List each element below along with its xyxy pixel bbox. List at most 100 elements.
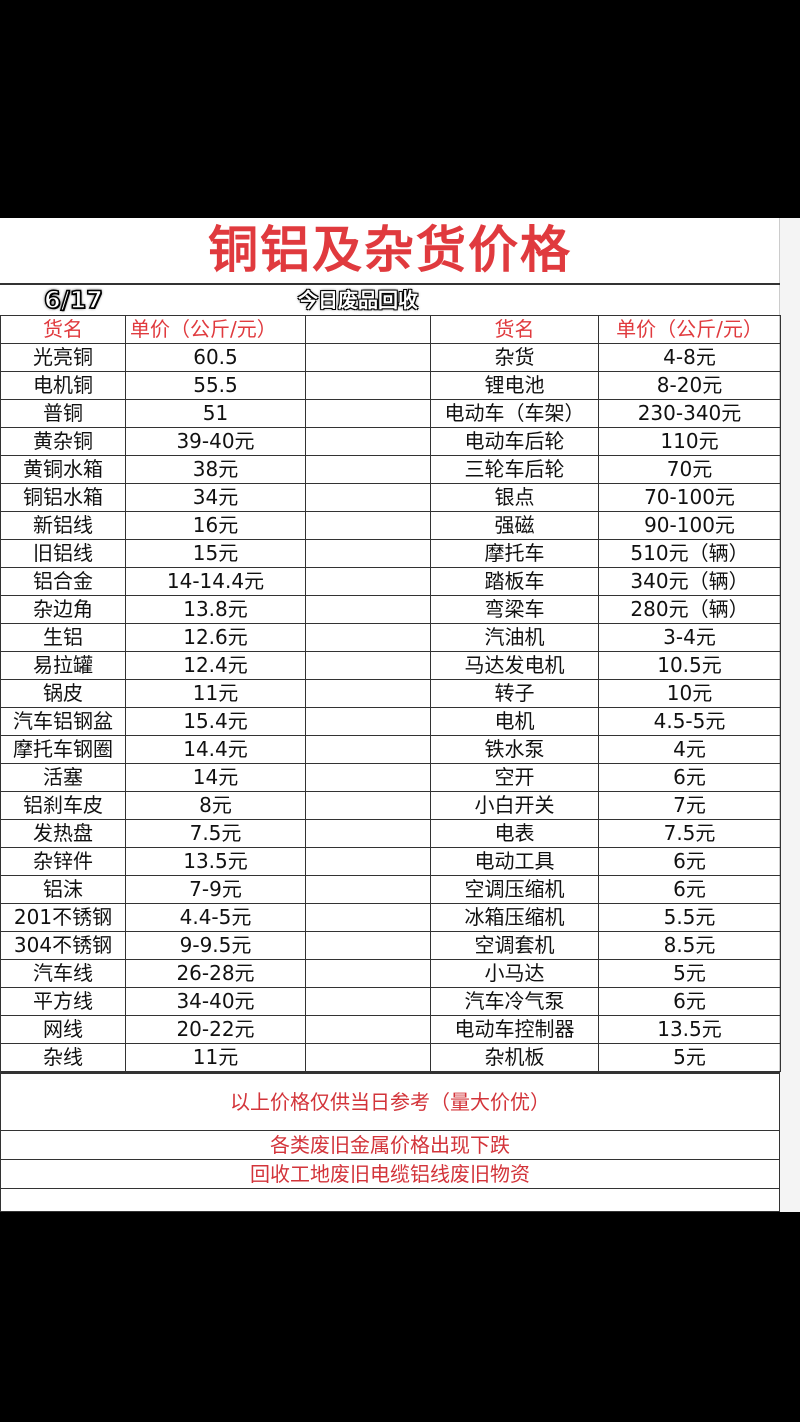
item-price-right: 5.5元	[598, 903, 781, 932]
item-name-left: 铝沫	[0, 875, 126, 904]
item-price-right: 5元	[598, 959, 781, 988]
table-row: 杂线 11元 杂机板 5元	[0, 1043, 781, 1072]
table-row: 汽车铝钢盆 15.4元 电机 4.5-5元	[0, 707, 781, 736]
empty-cell	[305, 539, 431, 568]
price-sheet: 铜铝及杂货价格 6/17 今日废品回收 货名 单价（公斤/元） 货名 单价（公斤…	[0, 218, 800, 1212]
item-name-left: 铝刹车皮	[0, 791, 126, 820]
item-name-left: 黄杂铜	[0, 427, 126, 456]
empty-cell	[305, 567, 431, 596]
item-price-right: 90-100元	[598, 511, 781, 540]
item-name-left: 平方线	[0, 987, 126, 1016]
item-name-right: 空调压缩机	[430, 875, 599, 904]
item-name-left: 活塞	[0, 763, 126, 792]
item-price-left: 8元	[125, 791, 306, 820]
empty-cell	[305, 623, 431, 652]
item-price-left: 12.6元	[125, 623, 306, 652]
item-price-left: 14.4元	[125, 735, 306, 764]
item-price-left: 11元	[125, 679, 306, 708]
item-price-right: 4元	[598, 735, 781, 764]
item-name-right: 转子	[430, 679, 599, 708]
date-label: 6/17	[43, 285, 103, 315]
item-price-left: 39-40元	[125, 427, 306, 456]
item-name-right: 三轮车后轮	[430, 455, 599, 484]
empty-cell	[305, 343, 431, 372]
footer-empty-row	[0, 1189, 780, 1212]
empty-cell	[305, 987, 431, 1016]
item-name-right: 弯梁车	[430, 595, 599, 624]
item-price-left: 15元	[125, 539, 306, 568]
table-header: 货名 单价（公斤/元） 货名 单价（公斤/元）	[0, 315, 781, 344]
item-price-left: 4.4-5元	[125, 903, 306, 932]
item-name-left: 发热盘	[0, 819, 126, 848]
empty-cell	[305, 763, 431, 792]
item-price-left: 55.5	[125, 371, 306, 400]
empty-cell	[305, 959, 431, 988]
item-price-right: 7.5元	[598, 819, 781, 848]
item-name-right: 电动车控制器	[430, 1015, 599, 1044]
table-row: 黄铜水箱 38元 三轮车后轮 70元	[0, 455, 781, 484]
table-row: 铝刹车皮 8元 小白开关 7元	[0, 791, 781, 820]
item-name-right: 电动车后轮	[430, 427, 599, 456]
table-row: 发热盘 7.5元 电表 7.5元	[0, 819, 781, 848]
item-name-left: 生铝	[0, 623, 126, 652]
price-table: 货名 单价（公斤/元） 货名 单价（公斤/元） 光亮铜 60.5 杂货 4-8元 电机铜…	[0, 315, 781, 1072]
header-right-name: 货名	[430, 315, 599, 344]
item-name-right: 锂电池	[430, 371, 599, 400]
item-name-right: 汽油机	[430, 623, 599, 652]
item-price-left: 38元	[125, 455, 306, 484]
empty-cell	[305, 455, 431, 484]
item-name-right: 冰箱压缩机	[430, 903, 599, 932]
item-price-left: 13.8元	[125, 595, 306, 624]
item-name-left: 电机铜	[0, 371, 126, 400]
item-price-right: 3-4元	[598, 623, 781, 652]
empty-cell	[305, 651, 431, 680]
empty-cell	[305, 511, 431, 540]
empty-cell	[305, 819, 431, 848]
item-price-right: 8-20元	[598, 371, 781, 400]
table-row: 平方线 34-40元 汽车冷气泵 6元	[0, 987, 781, 1016]
date-row: 6/17 今日废品回收	[0, 285, 780, 315]
table-row: 活塞 14元 空开 6元	[0, 763, 781, 792]
empty-cell	[305, 1043, 431, 1072]
item-name-left: 黄铜水箱	[0, 455, 126, 484]
table-row: 201不锈钢 4.4-5元 冰箱压缩机 5.5元	[0, 903, 781, 932]
empty-cell	[305, 399, 431, 428]
table-row: 杂边角 13.8元 弯梁车 280元（辆）	[0, 595, 781, 624]
empty-cell	[305, 1015, 431, 1044]
item-name-left: 铜铝水箱	[0, 483, 126, 512]
item-price-right: 10元	[598, 679, 781, 708]
table-row: 生铝 12.6元 汽油机 3-4元	[0, 623, 781, 652]
item-price-right: 8.5元	[598, 931, 781, 960]
item-name-right: 小白开关	[430, 791, 599, 820]
item-name-left: 汽车线	[0, 959, 126, 988]
item-name-left: 易拉罐	[0, 651, 126, 680]
item-price-left: 34元	[125, 483, 306, 512]
item-price-right: 510元（辆）	[598, 539, 781, 568]
table-row: 锅皮 11元 转子 10元	[0, 679, 781, 708]
empty-cell	[305, 595, 431, 624]
item-name-right: 铁水泵	[430, 735, 599, 764]
table-row: 汽车线 26-28元 小马达 5元	[0, 959, 781, 988]
item-price-left: 14元	[125, 763, 306, 792]
table-row: 铜铝水箱 34元 银点 70-100元	[0, 483, 781, 512]
item-price-right: 13.5元	[598, 1015, 781, 1044]
item-price-right: 6元	[598, 763, 781, 792]
empty-cell	[305, 735, 431, 764]
empty-cell	[305, 847, 431, 876]
empty-cell	[305, 315, 431, 344]
item-price-left: 7.5元	[125, 819, 306, 848]
item-name-right: 杂货	[430, 343, 599, 372]
page-title: 铜铝及杂货价格	[0, 218, 780, 285]
item-name-right: 踏板车	[430, 567, 599, 596]
item-name-right: 电动车（车架）	[430, 399, 599, 428]
empty-cell	[305, 427, 431, 456]
item-price-right: 5元	[598, 1043, 781, 1072]
table-row: 摩托车钢圈 14.4元 铁水泵 4元	[0, 735, 781, 764]
item-name-left: 杂线	[0, 1043, 126, 1072]
table-row: 电机铜 55.5 锂电池 8-20元	[0, 371, 781, 400]
table-row: 普铜 51 电动车（车架） 230-340元	[0, 399, 781, 428]
item-name-right: 电机	[430, 707, 599, 736]
item-price-right: 340元（辆）	[598, 567, 781, 596]
header-left-name: 货名	[0, 315, 126, 344]
item-name-left: 旧铝线	[0, 539, 126, 568]
